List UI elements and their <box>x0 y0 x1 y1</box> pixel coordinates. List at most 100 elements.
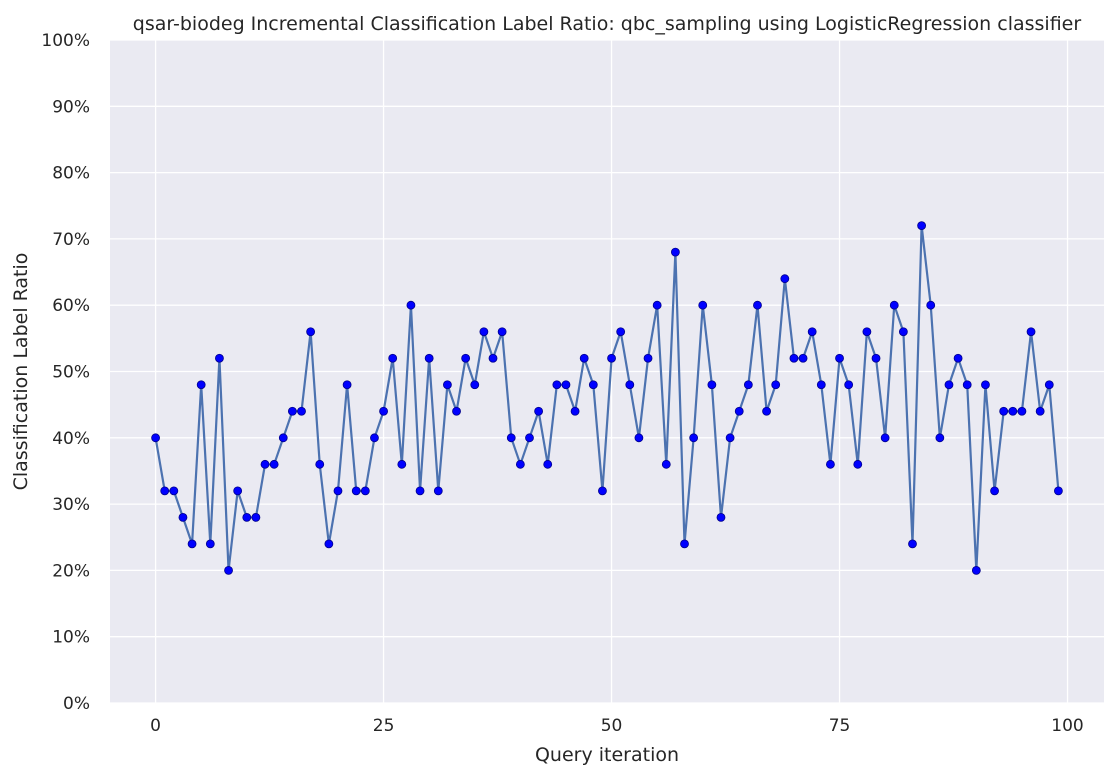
data-point <box>260 459 270 469</box>
data-point <box>1026 327 1036 337</box>
data-point <box>944 380 954 390</box>
data-point <box>1017 406 1027 416</box>
data-point <box>324 539 334 549</box>
data-point <box>607 353 616 363</box>
data-point <box>862 327 872 337</box>
data-point <box>178 512 188 522</box>
data-point <box>1008 406 1018 416</box>
data-point <box>908 539 917 549</box>
y-tick-label: 10% <box>52 628 90 648</box>
y-axis-label: Classification Label Ratio <box>10 253 32 491</box>
data-point <box>643 353 653 363</box>
data-point <box>397 459 407 469</box>
data-point <box>588 380 598 390</box>
data-point <box>698 300 708 310</box>
data-point <box>844 380 854 390</box>
data-point <box>233 486 243 496</box>
data-point <box>616 327 626 337</box>
data-point <box>278 433 288 443</box>
data-point <box>634 433 644 443</box>
data-point <box>452 406 461 416</box>
data-point <box>853 459 863 469</box>
data-point <box>579 353 589 363</box>
grid-lines <box>110 39 1104 704</box>
y-tick-label: 70% <box>52 230 90 250</box>
y-tick-label: 60% <box>52 296 90 316</box>
x-tick-label: 0 <box>150 716 161 736</box>
data-point <box>1054 486 1063 496</box>
data-point <box>670 247 680 257</box>
data-point <box>424 353 434 363</box>
y-tick-label: 80% <box>52 164 90 184</box>
data-point <box>561 380 571 390</box>
data-point <box>415 486 425 496</box>
x-tick-label: 75 <box>829 716 851 736</box>
data-point <box>479 327 489 337</box>
tick-labels: 0% 10% 20% 30% 40% 50% 60% 70% 80% 90% 100% 0 25 50 75… <box>41 31 1083 736</box>
data-point <box>661 459 671 469</box>
data-point <box>762 406 771 416</box>
chart-title: qsar-biodeg Incremental Classification L… <box>133 13 1082 35</box>
data-point <box>753 300 762 310</box>
y-tick-label: 20% <box>52 561 90 581</box>
data-point <box>680 539 689 549</box>
data-point <box>981 380 990 390</box>
y-tick-label: 50% <box>52 363 90 383</box>
data-point <box>716 512 726 522</box>
data-point <box>306 327 316 337</box>
data-point <box>771 380 781 390</box>
y-tick-label: 30% <box>52 495 90 515</box>
data-point <box>169 486 179 496</box>
data-point <box>816 380 826 390</box>
data-point <box>871 353 881 363</box>
data-point <box>224 566 233 575</box>
data-point <box>926 300 936 310</box>
data-point <box>953 353 963 363</box>
data-point <box>525 433 534 443</box>
x-tick-label: 25 <box>373 716 395 736</box>
data-point <box>196 380 206 390</box>
data-point <box>707 380 717 390</box>
data-point <box>470 380 480 390</box>
data-point <box>269 459 279 469</box>
data-point <box>461 353 471 363</box>
data-point <box>151 433 160 443</box>
data-point <box>999 406 1009 416</box>
data-point <box>689 433 699 443</box>
data-point <box>251 512 261 522</box>
data-point <box>880 433 890 443</box>
data-point <box>789 353 799 363</box>
data-point <box>205 539 215 549</box>
data-point <box>187 539 197 549</box>
data-point <box>406 300 416 310</box>
data-point <box>215 353 224 363</box>
data-point <box>160 486 170 496</box>
data-point <box>725 433 735 443</box>
data-point <box>935 433 945 443</box>
data-point <box>342 380 352 390</box>
series-line <box>154 224 1060 572</box>
data-point <box>488 353 498 363</box>
data-point <box>443 380 452 390</box>
data-point <box>370 433 379 443</box>
data-point <box>552 380 562 390</box>
data-point <box>360 486 370 496</box>
data-point <box>598 486 607 496</box>
data-point <box>743 380 753 390</box>
data-point <box>898 327 908 337</box>
data-point <box>570 406 580 416</box>
data-point <box>388 353 398 363</box>
data-point <box>515 459 525 469</box>
x-tick-label: 50 <box>601 716 623 736</box>
y-tick-label: 90% <box>52 97 90 117</box>
data-point <box>798 353 808 363</box>
data-point <box>826 459 835 469</box>
y-tick-label: 100% <box>41 31 90 51</box>
y-tick-label: 0% <box>63 694 90 714</box>
data-point <box>1035 406 1045 416</box>
data-point <box>333 486 343 496</box>
data-point <box>506 433 516 443</box>
data-point <box>351 486 361 496</box>
